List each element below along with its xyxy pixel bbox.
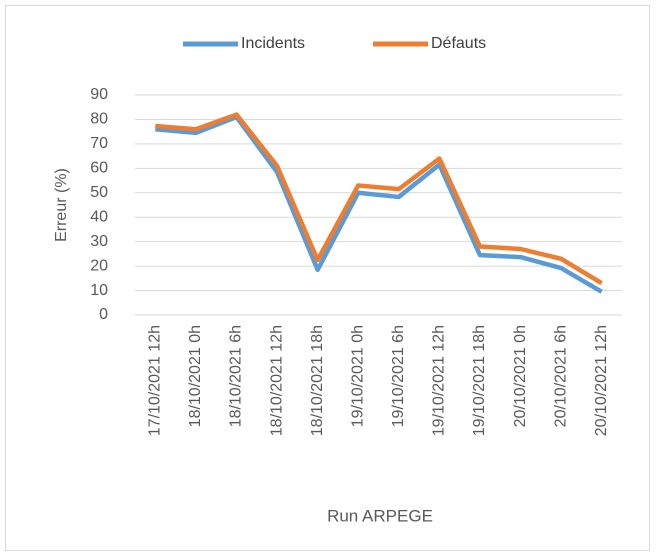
x-tick-label: 17/10/2021 12h [147, 325, 164, 436]
x-tick-label: 19/10/2021 12h [431, 325, 448, 436]
x-tick-label: 18/10/2021 12h [268, 325, 285, 436]
y-tick-label: 0 [99, 306, 108, 323]
legend-label: Défauts [431, 35, 486, 52]
x-tick-label: 20/10/2021 12h [593, 325, 610, 436]
y-tick-label: 50 [90, 184, 108, 201]
y-tick-label: 80 [90, 111, 108, 128]
x-tick-label: 18/10/2021 0h [187, 325, 204, 427]
y-tick-label: 90 [90, 86, 108, 103]
x-tick-label: 20/10/2021 6h [552, 325, 569, 427]
x-tick-label: 18/10/2021 18h [309, 325, 326, 436]
x-tick-label: 19/10/2021 6h [390, 325, 407, 427]
x-tick-label: 19/10/2021 18h [471, 325, 488, 436]
x-tick-label: 19/10/2021 0h [349, 325, 366, 427]
line-series [155, 112, 603, 286]
line-series [155, 114, 603, 294]
y-tick-label: 10 [90, 282, 108, 299]
y-tick-label: 70 [90, 135, 108, 152]
chart-border [5, 5, 650, 551]
x-tick-label: 20/10/2021 0h [512, 325, 529, 427]
y-tick-label: 20 [90, 257, 108, 274]
y-tick-label: 30 [90, 233, 108, 250]
y-axis-label: Erreur (%) [53, 168, 70, 242]
y-tick-label: 40 [90, 208, 108, 225]
legend-label: Incidents [241, 35, 305, 52]
x-axis-label: Run ARPEGE [327, 506, 433, 525]
x-tick-label: 18/10/2021 6h [228, 325, 245, 427]
y-tick-label: 60 [90, 160, 108, 177]
